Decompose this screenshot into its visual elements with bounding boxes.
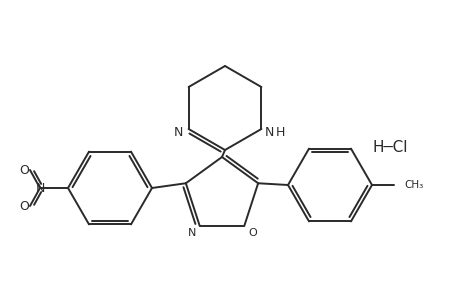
Text: O: O [19,164,29,176]
Text: N: N [187,228,196,238]
Text: H─Cl: H─Cl [371,140,407,155]
Text: CH₃: CH₃ [403,180,422,190]
Text: O: O [247,228,256,238]
Text: H: H [275,125,285,139]
Text: N: N [174,125,183,139]
Text: O: O [19,200,29,212]
Text: N: N [264,125,274,139]
Text: N: N [35,182,45,194]
